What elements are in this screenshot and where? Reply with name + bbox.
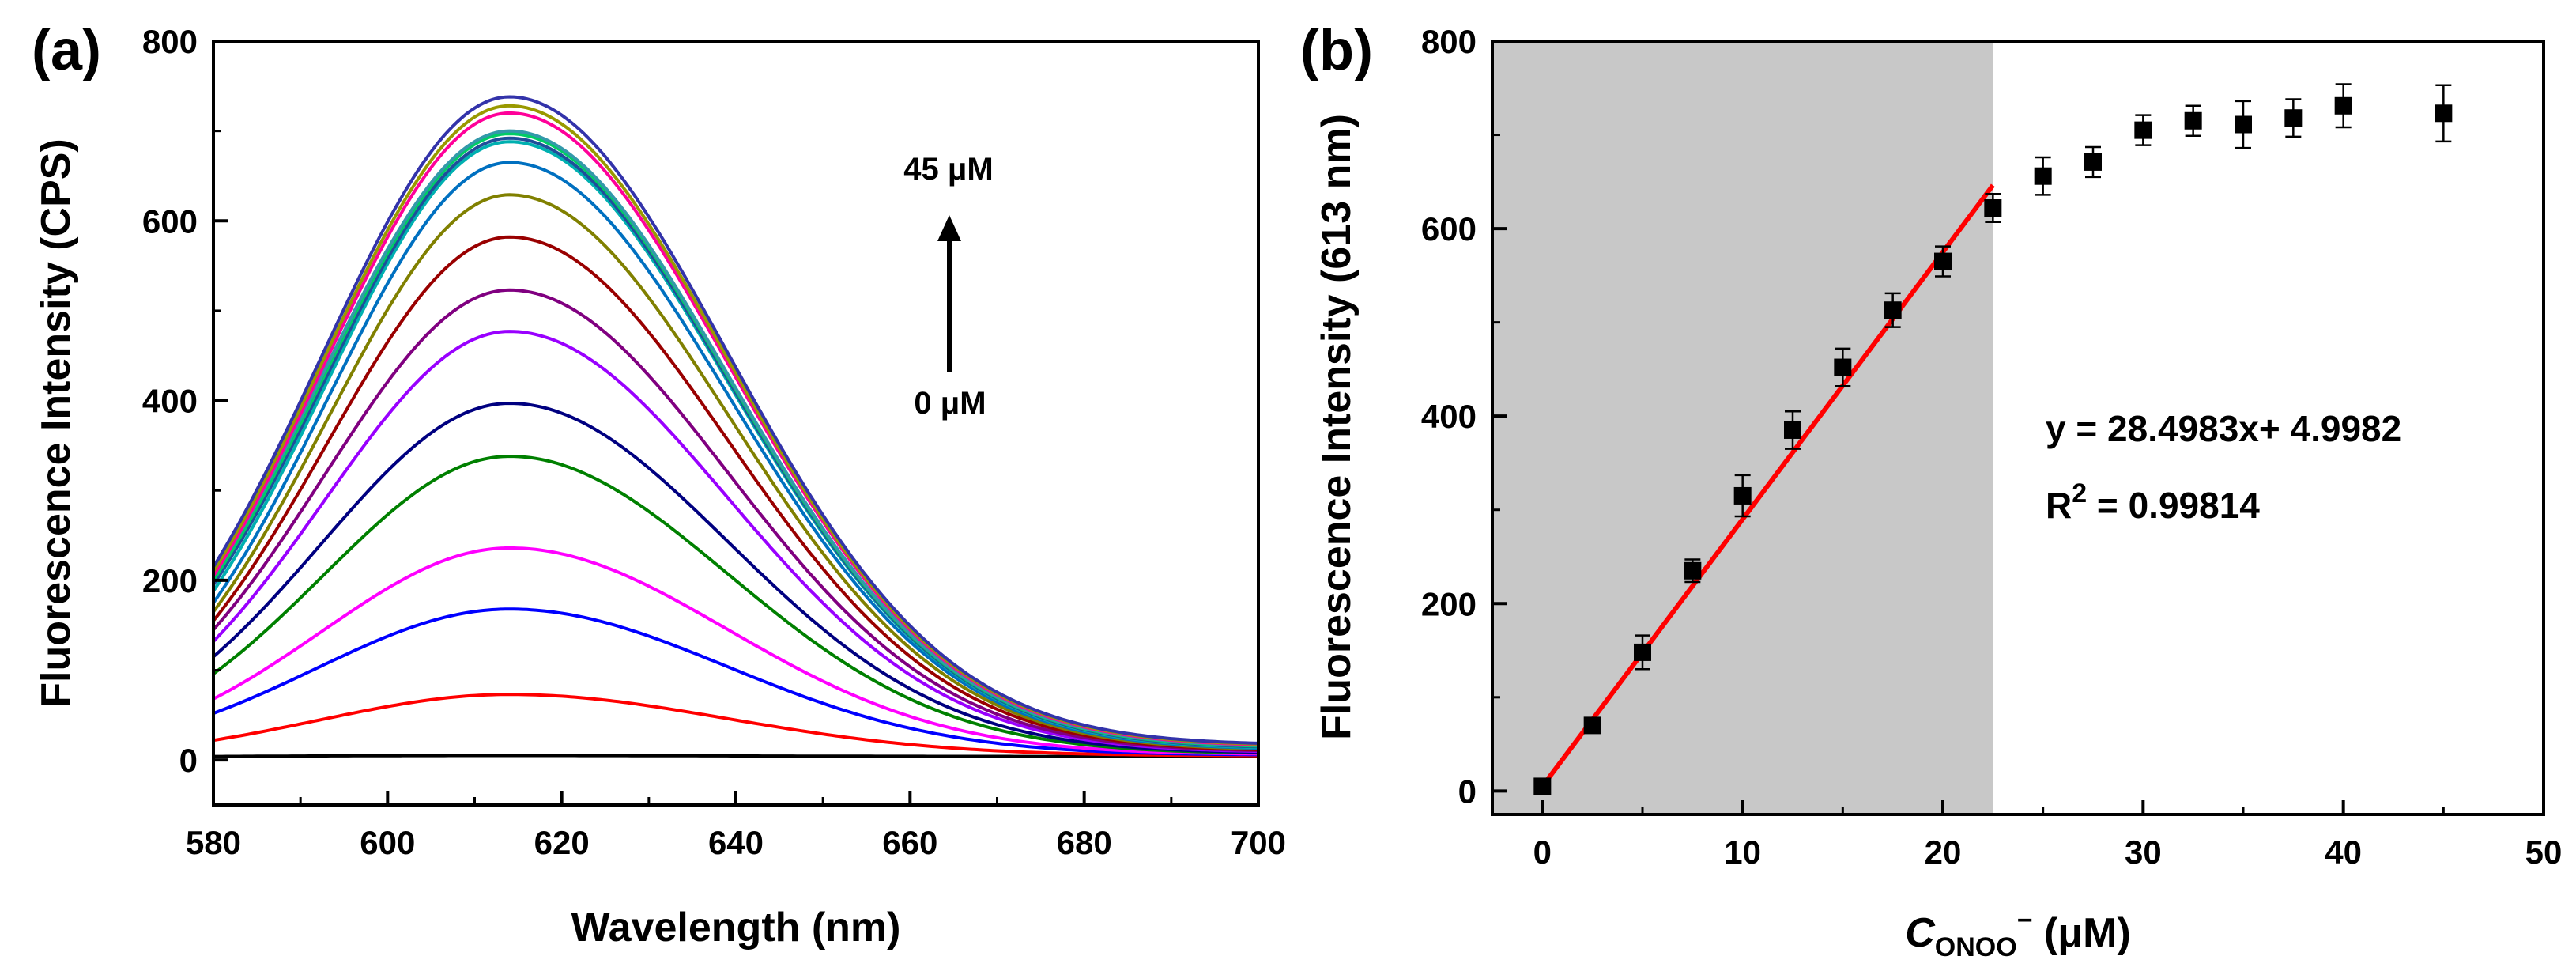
- y-tick-label: 200: [1421, 585, 1477, 622]
- panel-b-label: (b): [1300, 19, 1373, 82]
- data-point: [1784, 421, 1801, 439]
- x-tick-label: 40: [2325, 833, 2362, 871]
- panel-a-curves: [212, 95, 1259, 758]
- spectrum-s9: [212, 235, 1259, 752]
- data-point: [1884, 301, 1902, 319]
- panel-b: (b) 0 10 20 30 40 50 0 200 400 600 800 CONOO− (μM…: [1300, 19, 2562, 962]
- panel-a-x-axis-title: Wavelength (nm): [571, 905, 901, 950]
- y-tick-label: 800: [1421, 23, 1477, 60]
- increase-arrow-head: [937, 215, 961, 241]
- spectrum-s4: [213, 546, 1259, 756]
- x-tick-label: 10: [1724, 833, 1761, 871]
- data-point: [2334, 96, 2352, 115]
- y-tick-label: 800: [142, 23, 198, 60]
- linear-fit-line: [1540, 183, 1995, 788]
- data-point: [1533, 777, 1552, 795]
- x-tick-label: 640: [708, 824, 764, 861]
- spectrum-s7: [212, 330, 1259, 754]
- panel-b-x-axis-title: CONOO− (μM): [1905, 905, 2131, 962]
- data-point: [1634, 643, 1651, 661]
- y-tick-label: 0: [1458, 773, 1477, 810]
- fit-r-squared: R2 = 0.99814: [2046, 478, 2260, 526]
- y-tick-label: 400: [1421, 398, 1477, 435]
- spectrum-s6: [212, 401, 1259, 754]
- spectrum-s13: [212, 136, 1259, 749]
- spectrum-s2: [213, 693, 1258, 758]
- y-tick-label: 0: [179, 742, 198, 779]
- panel-a-frame: [212, 40, 1260, 807]
- panel-a: (a) 580 600 620 640 660 680 700 0200400600800 …: [32, 19, 1286, 950]
- data-point: [2435, 104, 2453, 123]
- spectrum-45-μM: [212, 95, 1259, 745]
- x-tick-label: 0: [1533, 833, 1552, 871]
- panel-b-x-ticks: 0 10 20 30 40 50: [1533, 800, 2563, 871]
- y-tick-label: 600: [1421, 210, 1477, 248]
- data-point: [2184, 111, 2202, 130]
- fit-equation: y = 28.4983x+ 4.9982: [2046, 408, 2401, 449]
- data-point: [2284, 109, 2303, 127]
- linear-range-shading: [1492, 41, 1993, 814]
- panel-a-label: (a): [32, 19, 101, 82]
- x-tick-label: 20: [1925, 833, 1962, 871]
- data-point: [1684, 561, 1702, 580]
- x-tick-label: 580: [186, 824, 241, 861]
- spectrum-s10: [212, 193, 1259, 751]
- spectrum-0-μM: [213, 754, 1258, 758]
- panel-a-x-ticks: 580 600 620 640 660 680 700: [186, 791, 1286, 861]
- annotation-45uM: 45 μM: [903, 152, 993, 187]
- data-point: [1834, 358, 1852, 376]
- annotation-0uM: 0 μM: [914, 386, 986, 421]
- data-point: [2134, 121, 2152, 139]
- spectrum-s12: [212, 140, 1259, 750]
- data-point: [2235, 115, 2252, 134]
- y-tick-label: 200: [142, 562, 198, 599]
- data-point: [1934, 252, 1952, 270]
- x-tick-label: 700: [1231, 824, 1286, 861]
- y-tick-label: 400: [142, 383, 198, 420]
- x-tick-label: 50: [2525, 833, 2563, 871]
- x-tick-label: 620: [534, 824, 590, 861]
- x-tick-label: 600: [360, 824, 415, 861]
- y-tick-label: 600: [142, 202, 198, 240]
- panel-b-y-axis-title: Fluorescence Intensity (613 nm): [1314, 114, 1360, 740]
- panel-b-frame: [1491, 40, 2545, 816]
- panel-a-y-axis-title: Fluorescence Intensity (CPS): [33, 138, 79, 708]
- data-point: [1984, 199, 2002, 217]
- spectrum-s8: [212, 288, 1259, 753]
- spectrum-s5: [212, 454, 1259, 755]
- x-tick-label: 680: [1057, 824, 1112, 861]
- data-point: [2084, 153, 2102, 171]
- spectrum-s3: [213, 607, 1258, 757]
- panel-b-y-ticks: 0 200 400 600 800: [1421, 23, 1507, 810]
- data-point: [1583, 716, 1601, 735]
- data-point: [1733, 486, 1752, 505]
- spectrum-s11: [212, 161, 1259, 750]
- panel-a-y-ticks: 0 200 400 600 800: [142, 23, 228, 779]
- data-point: [2034, 167, 2052, 185]
- panel-b-data-points: [1533, 83, 2453, 795]
- x-tick-label: 30: [2125, 833, 2162, 871]
- x-tick-label: 660: [882, 824, 937, 861]
